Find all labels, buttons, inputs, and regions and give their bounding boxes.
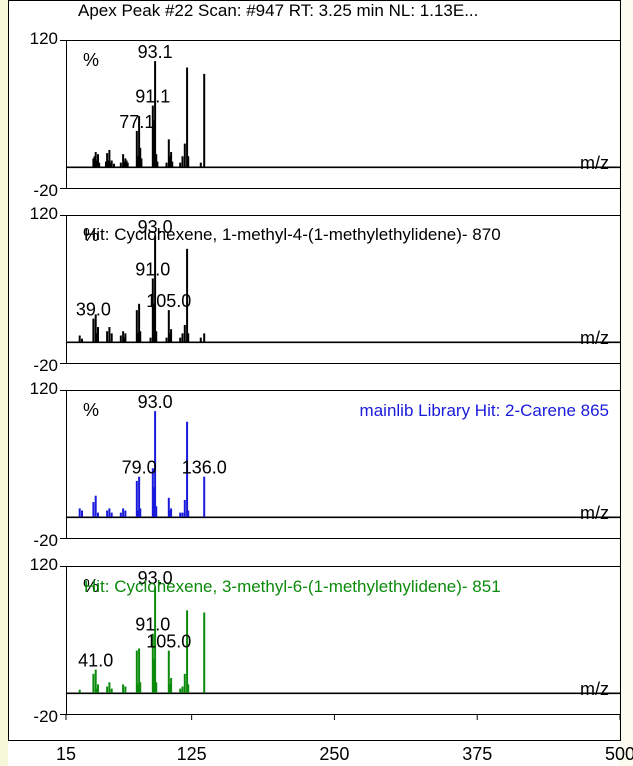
x-tick-label: 15 xyxy=(56,744,76,764)
y-tick-label: 120 xyxy=(30,379,58,398)
left-edge-strip xyxy=(0,0,8,766)
y-tick-label: 120 xyxy=(30,29,58,48)
percent-label: % xyxy=(83,225,99,245)
peak-label: 105.0 xyxy=(146,291,191,311)
mz-axis-label: m/z xyxy=(580,328,609,348)
peak-label: 77.1 xyxy=(119,112,154,132)
spectrum-panel-3: 120 -20% m/z 93.0 136.0 79.0 mainlib Library H… xyxy=(30,379,621,550)
peak-label: 105.0 xyxy=(146,632,191,652)
peak-label: 91.0 xyxy=(135,615,170,635)
plot-frame xyxy=(66,390,621,539)
x-tick-label: 375 xyxy=(462,744,492,764)
y-tick-label: 120 xyxy=(30,204,58,223)
peak-label: 93.0 xyxy=(138,392,173,412)
right-edge-strip xyxy=(619,0,633,766)
peak-label: 93.1 xyxy=(138,42,173,62)
panel-title: Hit: Cyclohexene, 3-methyl-6-(1-methylet… xyxy=(84,577,501,596)
x-tick-label: 250 xyxy=(319,744,349,764)
x-tick-label: 500 xyxy=(605,744,633,764)
y-tick-label: -20 xyxy=(33,356,58,375)
plot-frame xyxy=(66,566,621,715)
peak-label: 91.0 xyxy=(135,259,170,279)
y-tick-label: 120 xyxy=(30,555,58,574)
percent-label: % xyxy=(83,576,99,596)
plot-frame xyxy=(66,40,621,189)
y-tick-label: -20 xyxy=(33,181,58,200)
peak-label: 41.0 xyxy=(78,651,113,671)
percent-label: % xyxy=(83,400,99,420)
percent-label: % xyxy=(83,50,99,70)
plot-frame xyxy=(66,215,621,364)
peak-label: 93.0 xyxy=(138,217,173,237)
x-tick-label: 125 xyxy=(177,744,207,764)
panel-title: mainlib Library Hit: 2-Carene 865 xyxy=(360,401,609,420)
mz-axis-label: m/z xyxy=(580,503,609,523)
mz-axis-label: m/z xyxy=(580,679,609,699)
spectrum-panel-2: 120 -20% m/z 93.0 91.0 105.0 39.0 Hit: Cyclohex… xyxy=(30,204,621,375)
peak-label: 93.0 xyxy=(138,568,173,588)
peak-label: 39.0 xyxy=(76,300,111,320)
peak-label: 79.0 xyxy=(122,458,157,478)
spectrum-panel-1: 120 -20% m/z 93.1 91.1 77.1 Apex Peak #22 Scan… xyxy=(30,1,621,200)
outer-frame xyxy=(8,0,621,741)
panel-title: Apex Peak #22 Scan: #947 RT: 3.25 min NL… xyxy=(78,1,478,20)
panel-title: Hit: Cyclohexene, 1-methyl-4-(1-methylet… xyxy=(84,225,501,244)
y-tick-label: -20 xyxy=(33,531,58,550)
peak-label: 136.0 xyxy=(182,458,227,478)
mz-axis-label: m/z xyxy=(580,153,609,173)
y-tick-label: -20 xyxy=(33,707,58,726)
peak-label: 91.1 xyxy=(135,87,170,107)
